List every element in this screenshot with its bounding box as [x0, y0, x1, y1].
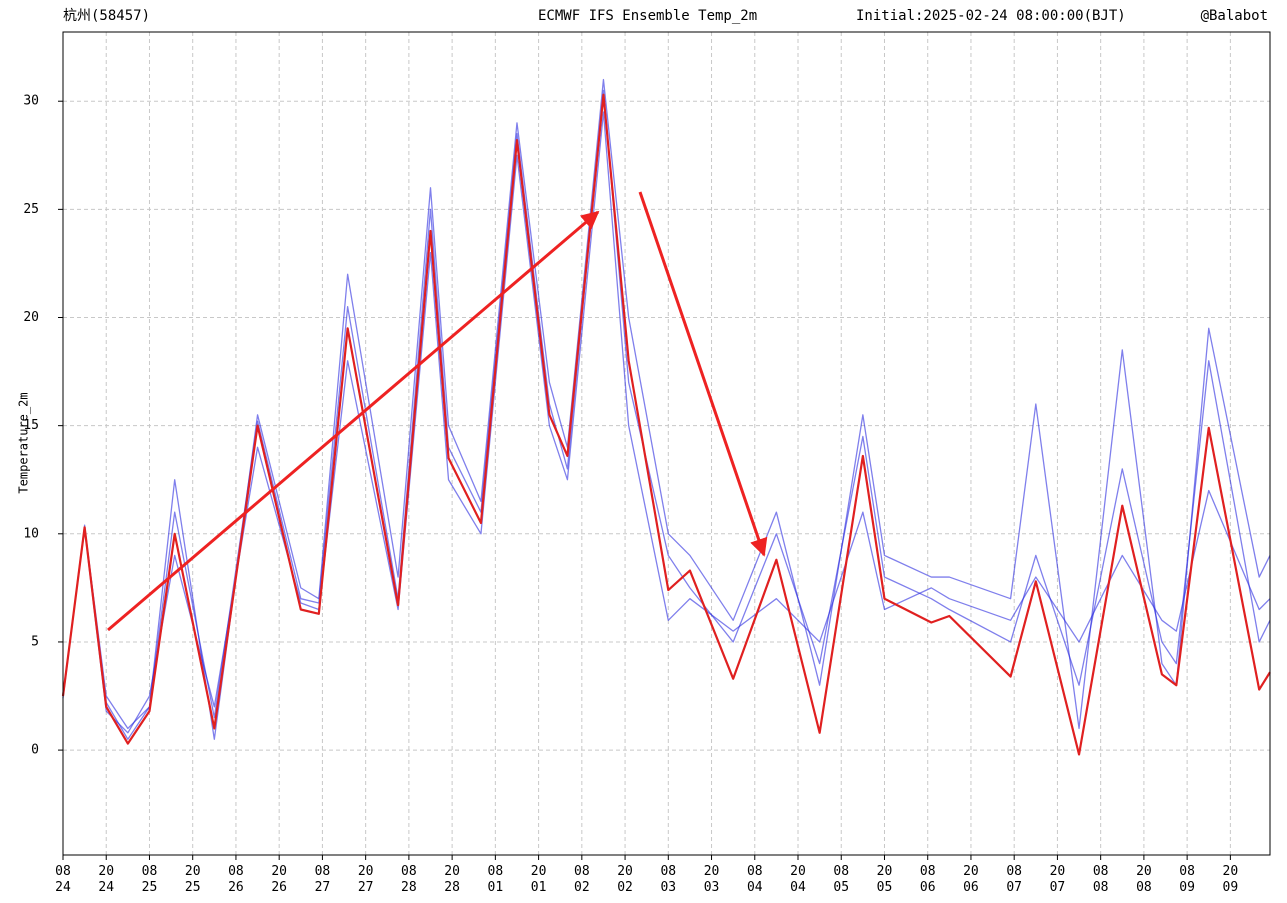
chart-subtitle: Initial:2025-02-24 08:00:00(BJT) — [856, 8, 1126, 24]
trend-arrow-down — [638, 191, 768, 557]
x-tick-label: 08 05 — [833, 864, 849, 895]
series-line — [62, 111, 1271, 734]
series-line — [62, 78, 1271, 740]
y-tick-label: 20 — [23, 310, 39, 325]
x-tick-label: 08 06 — [920, 864, 936, 895]
x-tick-label: 20 09 — [1223, 864, 1239, 895]
x-tick-label: 20 03 — [704, 864, 720, 895]
x-tick-label: 08 25 — [142, 864, 158, 895]
x-tick-label: 08 03 — [660, 864, 676, 895]
x-tick-label: 08 26 — [228, 864, 244, 895]
x-tick-label: 08 27 — [315, 864, 331, 895]
x-tick-label: 08 09 — [1179, 864, 1195, 895]
series-line — [61, 93, 1271, 756]
y-tick-label: 0 — [31, 743, 39, 758]
x-tick-label: 20 27 — [358, 864, 374, 895]
x-tick-label: 20 02 — [617, 864, 633, 895]
x-tick-label: 20 26 — [271, 864, 287, 895]
x-tick-label: 08 04 — [747, 864, 763, 895]
x-tick-label: 20 04 — [790, 864, 806, 895]
y-tick-label: 25 — [23, 202, 39, 217]
x-tick-label: 08 07 — [1006, 864, 1022, 895]
x-tick-label: 08 01 — [488, 864, 504, 895]
x-tick-label: 20 07 — [1050, 864, 1066, 895]
chart-title: ECMWF IFS Ensemble Temp_2m — [538, 8, 757, 24]
trend-arrow-up — [107, 210, 600, 632]
x-tick-label: 20 05 — [877, 864, 893, 895]
x-tick-label: 20 06 — [963, 864, 979, 895]
plot-frame — [62, 31, 1271, 856]
x-tick-label: 20 08 — [1136, 864, 1152, 895]
x-tick-label: 20 24 — [98, 864, 114, 895]
station-title: 杭州(58457) — [63, 8, 150, 24]
y-tick-label: 15 — [23, 418, 39, 433]
x-tick-label: 08 24 — [55, 864, 71, 895]
y-tick-label: 10 — [23, 526, 39, 541]
x-tick-label: 08 02 — [574, 864, 590, 895]
x-tick-label: 08 08 — [1093, 864, 1109, 895]
x-tick-label: 20 01 — [531, 864, 547, 895]
x-tick-label: 20 25 — [185, 864, 201, 895]
x-tick-label: 08 28 — [401, 864, 417, 895]
y-tick-label: 30 — [23, 94, 39, 109]
credit: @Balabot — [1201, 8, 1268, 24]
y-axis-label: Temperature_2m — [17, 392, 31, 493]
y-tick-label: 5 — [31, 634, 39, 649]
x-tick-label: 20 28 — [444, 864, 460, 895]
